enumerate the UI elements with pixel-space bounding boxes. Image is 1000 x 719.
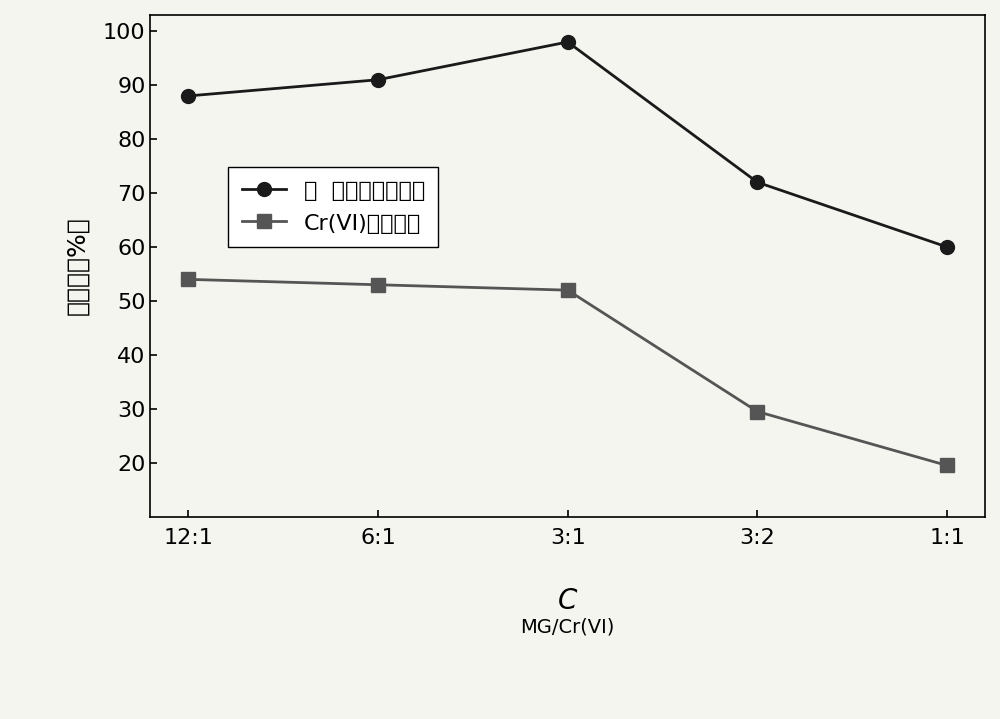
Text: C: C (558, 587, 577, 615)
Line: Cr(VI)的去除率: Cr(VI)的去除率 (181, 273, 954, 472)
Cr(VI)的去除率 (941, 461, 953, 470)
孔  雀石绿的去除率 (372, 75, 384, 84)
Y-axis label: 去除率（%）: 去除率（%） (65, 216, 89, 315)
Cr(VI)的去除率 (182, 275, 194, 284)
孔  雀石绿的去除率 (751, 178, 763, 186)
Cr(VI)的去除率 (562, 286, 574, 295)
孔  雀石绿的去除率 (562, 37, 574, 46)
孔  雀石绿的去除率 (941, 243, 953, 252)
Line: 孔  雀石绿的去除率: 孔 雀石绿的去除率 (181, 35, 954, 254)
孔  雀石绿的去除率 (182, 91, 194, 100)
Text: MG/Cr(VI): MG/Cr(VI) (520, 617, 615, 636)
Cr(VI)的去除率 (372, 280, 384, 289)
Cr(VI)的去除率 (751, 407, 763, 416)
Legend: 孔  雀石绿的去除率, Cr(VI)的去除率: 孔 雀石绿的去除率, Cr(VI)的去除率 (228, 167, 438, 247)
